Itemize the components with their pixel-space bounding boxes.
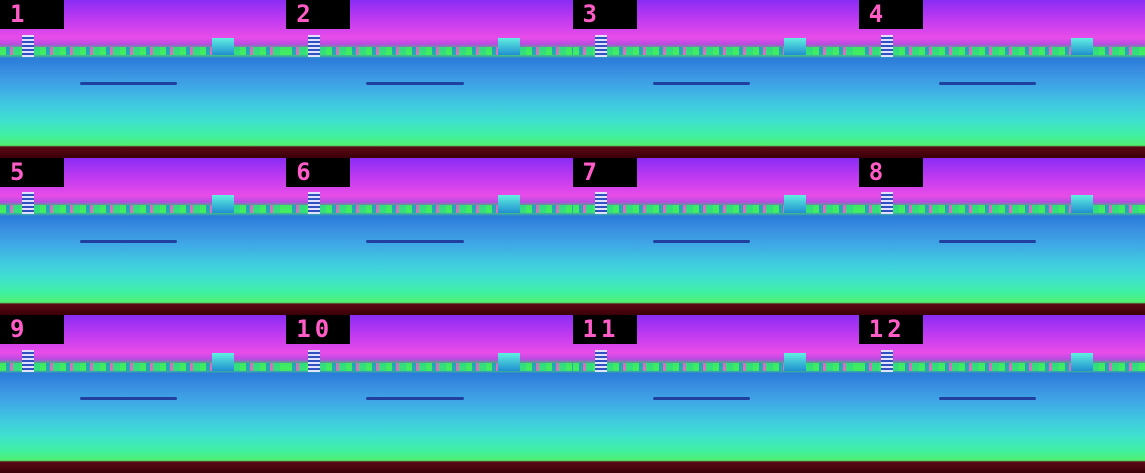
video-frame: 3 [573,0,859,158]
frame-label: 12 [859,315,923,344]
building [784,38,806,55]
page: 123456789101112 (() => { const data = JS… [0,0,1145,473]
building [212,195,234,212]
video-frame: 12 [859,315,1145,473]
building [784,195,806,212]
skyline [859,205,1145,213]
frame-label: 4 [859,0,923,29]
frame-label: 3 [573,0,637,29]
tower [595,350,607,372]
video-frame: 10 [286,315,572,473]
boat-wake [80,82,177,85]
tower [308,192,320,214]
skyline [859,363,1145,371]
tower [308,350,320,372]
building [498,38,520,55]
building [1071,353,1093,370]
skyline [286,363,572,371]
boat-wake [366,240,463,243]
building [498,195,520,212]
skyline [286,47,572,55]
building [1071,38,1093,55]
frame-label: 5 [0,158,64,187]
frame-label: 6 [286,158,350,187]
boat-wake [653,82,750,85]
skyline [0,47,286,55]
tower [22,35,34,57]
tower [22,350,34,372]
skyline [286,205,572,213]
tower [881,192,893,214]
skyline [0,205,286,213]
boat-wake [939,240,1036,243]
frame-label: 8 [859,158,923,187]
boat-wake [366,82,463,85]
video-frame: 7 [573,158,859,316]
boat-wake [80,397,177,400]
frame-grid: 123456789101112 [0,0,1145,473]
boat-wake [939,82,1036,85]
video-frame: 9 [0,315,286,473]
boat-wake [653,240,750,243]
boat-wake [80,240,177,243]
video-frame: 1 [0,0,286,158]
building [1071,195,1093,212]
skyline [573,47,859,55]
frame-label: 1 [0,0,64,29]
tower [881,35,893,57]
video-frame: 8 [859,158,1145,316]
video-frame: 4 [859,0,1145,158]
building [212,353,234,370]
building [212,38,234,55]
boat-wake [939,397,1036,400]
frame-label: 9 [0,315,64,344]
frame-label: 2 [286,0,350,29]
skyline [573,363,859,371]
video-frame: 2 [286,0,572,158]
tower [22,192,34,214]
boat-wake [653,397,750,400]
frame-label: 7 [573,158,637,187]
tower [595,192,607,214]
video-frame: 6 [286,158,572,316]
tower [595,35,607,57]
tower [881,350,893,372]
skyline [0,363,286,371]
video-frame: 5 [0,158,286,316]
video-frame: 11 [573,315,859,473]
building [784,353,806,370]
skyline [859,47,1145,55]
tower [308,35,320,57]
boat-wake [366,397,463,400]
frame-label: 11 [573,315,637,344]
skyline [573,205,859,213]
building [498,353,520,370]
frame-label: 10 [286,315,350,344]
